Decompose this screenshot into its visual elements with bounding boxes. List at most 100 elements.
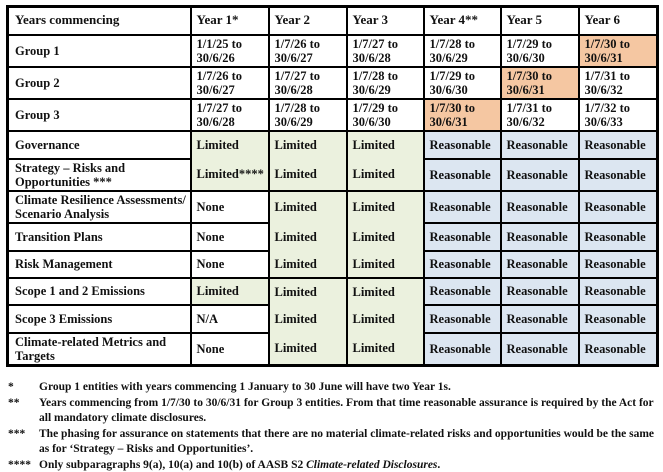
assurance-cell: Reasonable	[577, 249, 659, 279]
row-label-scope-1-2-emissions: Scope 1 and 2 Emissions	[6, 276, 192, 306]
assurance-cell: Limited	[345, 222, 425, 251]
assurance-cell: Reasonable	[422, 303, 502, 334]
assurance-cell: Reasonable	[499, 303, 580, 334]
header-years-commencing: Years commencing	[6, 5, 192, 36]
assurance-cell: Limited****	[189, 158, 270, 192]
assurance-row-metrics-targets: Climate-related Metrics and Targets None…	[6, 331, 659, 367]
date-cell: 1/7/28 to 30/6/29	[345, 65, 425, 100]
date-cell-highlighted: 1/7/30 to 30/6/31	[577, 33, 659, 68]
row-label-group-1: Group 1	[6, 33, 192, 68]
assurance-cell: Limited	[345, 276, 425, 305]
group-1-row: Group 1 1/1/25 to 30/6/26 1/7/26 to 30/6…	[6, 33, 659, 68]
group-3-row: Group 3 1/7/27 to 30/6/28 1/7/28 to 30/6…	[6, 97, 659, 132]
footnote-text-span: Group 1 entities with years commencing 1…	[39, 381, 451, 393]
assurance-cell: Limited	[267, 276, 348, 305]
date-cell: 1/7/29 to 30/6/30	[422, 65, 502, 100]
assurance-cell: Limited	[345, 129, 425, 159]
date-cell: 1/7/29 to 30/6/30	[345, 97, 425, 132]
footnote-marker: **	[8, 397, 20, 410]
header-year-1: Year 1*	[189, 5, 270, 36]
assurance-cell: Limited	[267, 332, 348, 367]
header-year-2: Year 2	[267, 5, 348, 36]
row-label-group-3: Group 3	[6, 97, 192, 132]
assurance-cell: Reasonable	[499, 331, 580, 367]
assurance-cell: None	[189, 221, 270, 252]
date-cell: 1/7/26 to 30/6/27	[267, 33, 348, 68]
assurance-row-governance: Governance Limited Limited Limited Reaso…	[6, 129, 659, 160]
date-cell: 1/1/25 to 30/6/26	[189, 33, 270, 68]
assurance-cell: Reasonable	[499, 189, 580, 224]
date-cell: 1/7/32 to 30/6/33	[577, 97, 659, 132]
date-cell: 1/7/31 to 30/6/32	[499, 97, 580, 132]
footnote-1: * Group 1 entities with years commencing…	[8, 380, 656, 394]
footnote-tail-span: .	[437, 458, 441, 471]
assurance-cell: Reasonable	[422, 129, 502, 160]
assurance-cell: Reasonable	[422, 189, 502, 224]
footnote-text-span: Years commencing from 1/7/30 to 30/6/31 …	[39, 397, 654, 424]
assurance-cell: Reasonable	[499, 249, 580, 279]
date-cell: 1/7/27 to 30/6/28	[345, 33, 425, 68]
assurance-cell: Reasonable	[577, 303, 659, 334]
assurance-cell: Limited	[267, 158, 348, 192]
row-label-risk-management: Risk Management	[6, 249, 192, 279]
row-label-transition-plans: Transition Plans	[6, 221, 192, 252]
assurance-cell: Reasonable	[577, 157, 659, 192]
assurance-cell: Limited	[267, 189, 348, 223]
row-label-metrics-targets: Climate-related Metrics and Targets	[6, 331, 192, 367]
assurance-cell: Limited	[267, 250, 348, 279]
row-label-climate-resilience: Climate Resilience Assessments/ Scenario…	[6, 189, 192, 224]
assurance-cell: Reasonable	[577, 276, 659, 306]
row-label-group-2: Group 2	[6, 65, 192, 100]
date-cell: 1/7/28 to 30/6/29	[422, 33, 502, 68]
row-label-scope-3-emissions: Scope 3 Emissions	[6, 303, 192, 334]
footnote-italic-span: Climate-related Disclosures	[306, 458, 438, 471]
footnotes: * Group 1 entities with years commencing…	[6, 380, 656, 472]
assurance-cell: Reasonable	[499, 129, 580, 160]
assurance-cell: Reasonable	[422, 249, 502, 279]
footnote-marker: ***	[8, 428, 26, 441]
assurance-cell: None	[189, 249, 270, 279]
assurance-row-transition-plans: Transition Plans None Limited Limited Re…	[6, 221, 659, 252]
assurance-cell: None	[189, 189, 270, 224]
date-cell: 1/7/27 to 30/6/28	[189, 97, 270, 132]
date-cell-highlighted: 1/7/30 to 30/6/31	[422, 97, 502, 132]
group-2-row: Group 2 1/7/26 to 30/6/27 1/7/27 to 30/6…	[6, 65, 659, 100]
row-label-strategy: Strategy – Risks and Opportunities ***	[6, 157, 192, 192]
footnote-text: Only subparagraphs 9(a), 10(a) and 10(b)…	[39, 458, 656, 472]
date-cell: 1/7/31 to 30/6/32	[577, 65, 659, 100]
assurance-cell: Reasonable	[499, 157, 580, 192]
assurance-cell: Reasonable	[577, 189, 659, 224]
assurance-cell: Reasonable	[577, 221, 659, 252]
assurance-row-scope-1-2: Scope 1 and 2 Emissions Limited Limited …	[6, 276, 659, 306]
assurance-cell: Limited	[345, 250, 425, 279]
footnote-2: ** Years commencing from 1/7/30 to 30/6/…	[8, 396, 656, 425]
assurance-row-risk-management: Risk Management None Limited Limited Rea…	[6, 249, 659, 279]
assurance-row-climate-resilience: Climate Resilience Assessments/ Scenario…	[6, 189, 659, 224]
header-year-5: Year 5	[499, 5, 580, 36]
assurance-cell: Limited	[345, 304, 425, 333]
assurance-cell: Reasonable	[422, 331, 502, 367]
assurance-cell: Limited	[189, 276, 270, 306]
assurance-row-scope-3: Scope 3 Emissions N/A Limited Limited Re…	[6, 303, 659, 334]
footnote-3: *** The phasing for assurance on stateme…	[8, 427, 656, 456]
assurance-phasing-table: Years commencing Year 1* Year 2 Year 3 Y…	[6, 5, 659, 367]
assurance-cell: Reasonable	[577, 331, 659, 367]
footnote-marker: *	[8, 381, 14, 393]
assurance-cell: Limited	[267, 304, 348, 333]
assurance-cell: Reasonable	[422, 157, 502, 192]
assurance-cell: Reasonable	[499, 221, 580, 252]
assurance-cell: Limited	[189, 129, 270, 159]
footnote-text: Group 1 entities with years commencing 1…	[39, 380, 656, 394]
footnote-text-span: Only subparagraphs 9(a), 10(a) and 10(b)…	[39, 458, 307, 471]
assurance-cell: Limited	[345, 189, 425, 223]
date-cell-highlighted: 1/7/30 to 30/6/31	[499, 65, 580, 100]
assurance-cell: Limited	[267, 129, 348, 159]
assurance-cell: None	[189, 331, 270, 367]
date-cell: 1/7/29 to 30/6/30	[499, 33, 580, 68]
row-label-governance: Governance	[6, 129, 192, 160]
footnote-marker: ****	[8, 458, 31, 471]
footnote-4: **** Only subparagraphs 9(a), 10(a) and …	[8, 458, 656, 472]
header-year-4: Year 4**	[422, 5, 502, 36]
footnote-text-span: The phasing for assurance on statements …	[39, 428, 655, 455]
